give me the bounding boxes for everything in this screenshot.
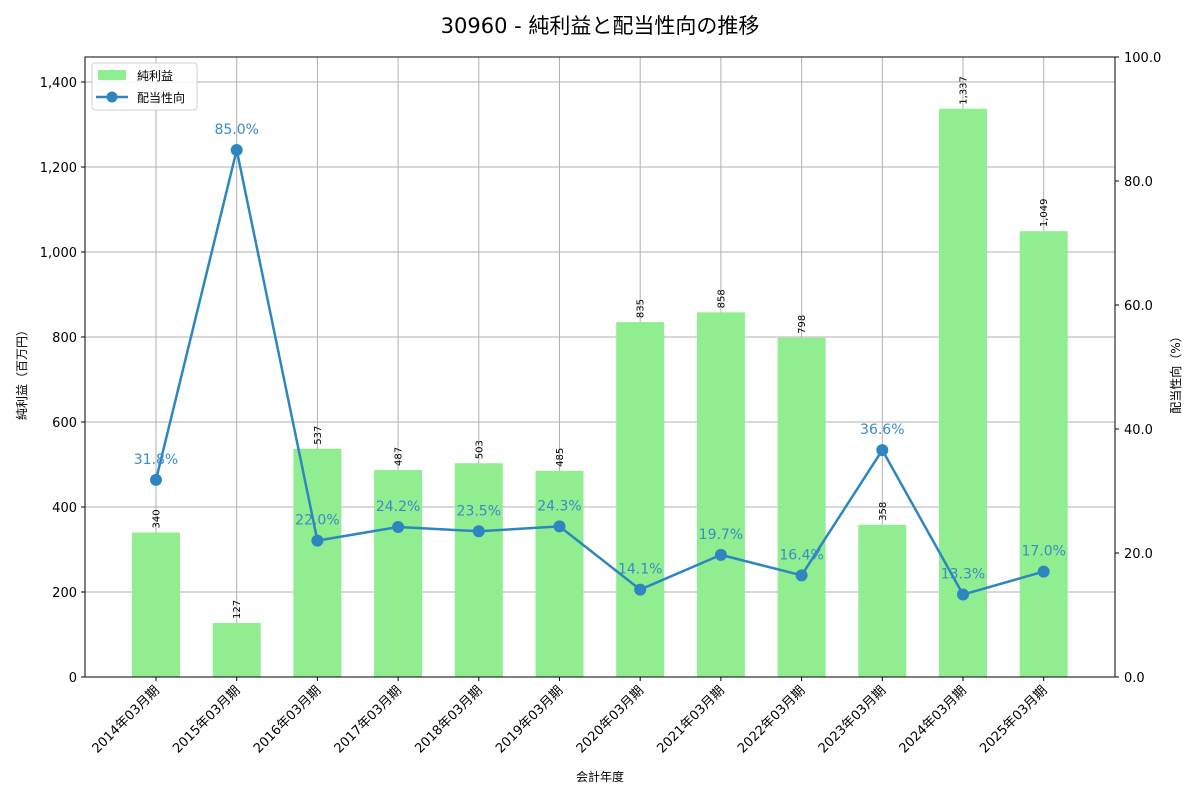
y-tick-label: 0 xyxy=(69,671,77,686)
bar xyxy=(132,532,180,677)
bar-value-label: 1,337 xyxy=(959,76,970,105)
bar xyxy=(696,312,745,677)
x-tick-label: 2022年03月期 xyxy=(735,683,808,756)
y2-tick-label: 40.0 xyxy=(1124,423,1153,438)
line-marker xyxy=(714,548,727,561)
bar-value-label: 358 xyxy=(878,502,889,521)
plot-frame xyxy=(84,56,1116,678)
bar xyxy=(293,448,342,677)
line-value-label: 14.1% xyxy=(618,562,662,578)
y-tick-label: 800 xyxy=(52,331,77,346)
y-axis-label: 純利益（百万円） xyxy=(15,324,29,420)
bar xyxy=(939,108,987,677)
left-y-axis: 0 200 400 600 800 1,000 1,200 1,400 xyxy=(40,76,85,686)
line-marker xyxy=(150,473,162,486)
line-value-labels: 31.8% 85.0% 22.0% 24.2% 23.5% 24.3% 14.1% 19.7%… xyxy=(134,122,1066,583)
line-value-label: 22.0% xyxy=(295,513,339,529)
y2-tick-label: 100.0 xyxy=(1124,51,1161,66)
bar xyxy=(535,470,584,677)
line-value-label: 24.3% xyxy=(537,498,581,514)
x-axis: 2014年03月期 2015年03月期 2016年03月期 2017年03月期 2018… xyxy=(90,677,1051,757)
y2-tick-label: 80.0 xyxy=(1124,175,1153,190)
legend-marker-icon xyxy=(106,91,118,103)
bar-value-label: 503 xyxy=(474,440,485,459)
bar-value-label: 487 xyxy=(394,447,405,466)
x-tick-label: 2019年03月期 xyxy=(493,683,566,756)
bar-value-label: 537 xyxy=(313,426,324,445)
x-tick-label: 2021年03月期 xyxy=(654,683,727,756)
line-marker xyxy=(876,444,889,457)
x-tick-label: 2017年03月期 xyxy=(332,683,405,756)
line-marker xyxy=(1037,565,1050,578)
y2-tick-label: 20.0 xyxy=(1124,547,1153,562)
line-marker xyxy=(553,520,566,533)
y-tick-label: 600 xyxy=(52,416,77,431)
x-tick-label: 2018年03月期 xyxy=(412,683,485,756)
bar-value-label: 1,049 xyxy=(1039,199,1050,228)
line-value-label: 13.3% xyxy=(941,567,985,583)
line-value-label: 16.4% xyxy=(779,547,823,563)
chart-title: 30960 - 純利益と配当性向の推移 xyxy=(441,14,760,38)
x-axis-label: 会計年度 xyxy=(576,769,624,784)
bar xyxy=(374,470,423,677)
line-marker xyxy=(311,534,324,547)
y-tick-label: 400 xyxy=(52,501,77,516)
line-marker xyxy=(795,569,808,582)
bar xyxy=(858,524,907,677)
bar xyxy=(1019,231,1068,678)
bar-value-labels: 340 127 537 487 503 485 835 858 798 358 1,337 1,049 xyxy=(152,76,1051,619)
legend-label-payout: 配当性向 xyxy=(137,90,185,105)
y-tick-label: 200 xyxy=(52,586,77,601)
line-marker xyxy=(472,525,485,538)
y-tick-label: 1,200 xyxy=(40,161,77,176)
line-marker xyxy=(634,583,647,596)
bar-value-label: 485 xyxy=(555,448,566,467)
y2-tick-label: 60.0 xyxy=(1124,299,1153,314)
line-marker xyxy=(392,520,405,533)
y2-tick-label: 0.0 xyxy=(1124,671,1145,686)
bar xyxy=(454,463,503,677)
x-tick-label: 2015年03月期 xyxy=(170,683,243,756)
x-tick-label: 2023年03月期 xyxy=(816,683,889,756)
legend-bar-swatch xyxy=(98,70,126,80)
x-tick-label: 2025年03月期 xyxy=(977,683,1050,756)
bar-value-label: 798 xyxy=(797,315,808,334)
line-value-label: 36.6% xyxy=(860,422,904,438)
x-tick-label: 2020年03月期 xyxy=(574,683,647,756)
x-tick-label: 2014年03月期 xyxy=(90,683,163,756)
y2-axis-label: 配当性向（%） xyxy=(1168,330,1183,413)
line-value-label: 24.2% xyxy=(376,499,420,515)
bar-series xyxy=(132,108,1068,678)
x-tick-label: 2016年03月期 xyxy=(251,683,324,756)
x-tick-label: 2024年03月期 xyxy=(897,683,970,756)
line-series xyxy=(150,144,1050,601)
legend-label-profit: 純利益 xyxy=(137,69,173,83)
line-value-label: 23.5% xyxy=(457,503,501,519)
line-value-label: 31.8% xyxy=(134,452,178,468)
right-y-axis: 0.0 20.0 40.0 60.0 80.0 100.0 xyxy=(1115,51,1161,686)
line-value-label: 85.0% xyxy=(214,122,258,138)
line-value-label: 19.7% xyxy=(699,527,743,543)
bar xyxy=(777,337,826,677)
bar-value-label: 835 xyxy=(636,299,647,318)
y-tick-label: 1,000 xyxy=(40,246,77,261)
bar-value-label: 127 xyxy=(232,600,243,619)
bar xyxy=(616,322,665,677)
line-marker xyxy=(230,144,243,156)
bar-value-label: 340 xyxy=(152,509,163,528)
line-value-label: 17.0% xyxy=(1021,544,1065,560)
line-marker xyxy=(957,588,969,601)
y-tick-label: 1,400 xyxy=(40,76,77,91)
legend: 純利益 配当性向 xyxy=(91,62,198,111)
bar xyxy=(212,623,261,677)
bar-value-label: 858 xyxy=(716,289,727,308)
